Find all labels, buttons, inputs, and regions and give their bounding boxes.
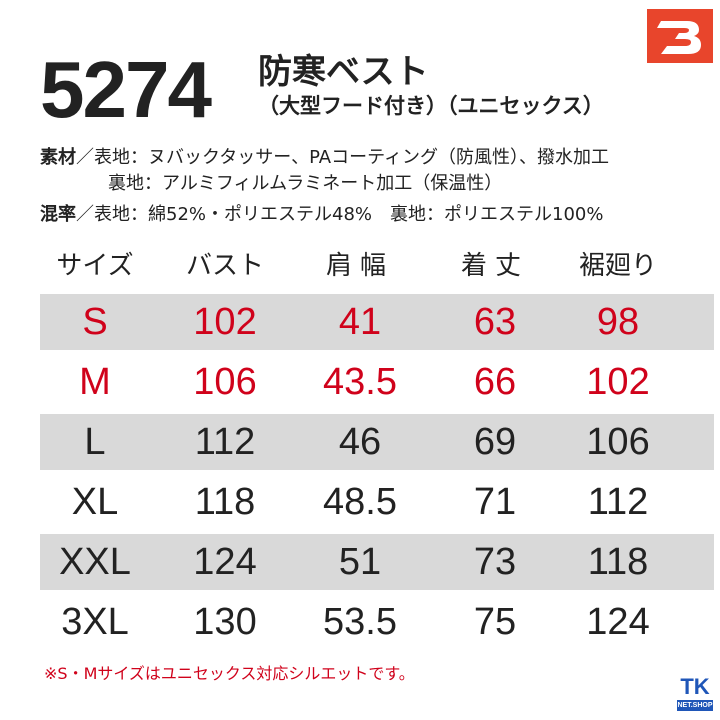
table-row: S 102 41 63 98 (40, 294, 714, 350)
cell-shoulder: 53.5 (323, 601, 397, 643)
cell-shoulder: 41 (338, 301, 382, 343)
blend-text: ／表地：綿52%・ポリエステル48% 裏地：ポリエステル100% (76, 204, 604, 225)
cell-size: M (79, 361, 111, 403)
cell-hem: 98 (596, 301, 640, 343)
product-subtitle: （大型フード付き）（ユニセックス） (258, 94, 604, 118)
blend-line: 混率／表地：綿52%・ポリエステル48% 裏地：ポリエステル100% (40, 203, 603, 227)
cell-length: 75 (473, 601, 517, 643)
material-label: 素材 (40, 147, 76, 168)
header-size: サイズ (56, 251, 134, 281)
cell-shoulder: 46 (338, 421, 382, 463)
shop-logo-icon: TK NET.SHOP (677, 675, 713, 713)
header-bust: バスト (185, 251, 264, 281)
cell-shoulder: 51 (338, 541, 382, 583)
cell-length: 69 (473, 421, 517, 463)
unisex-note: ※S・Mサイズはユニセックス対応シルエットです。 (44, 664, 415, 683)
cell-shoulder: 48.5 (323, 481, 397, 523)
cell-shoulder: 43.5 (323, 361, 397, 403)
cell-length: 73 (473, 541, 517, 583)
blend-label: 混率 (40, 204, 76, 225)
cell-bust: 106 (193, 361, 257, 403)
cell-length: 66 (473, 361, 517, 403)
material-outer: ／表地：ヌバックタッサー、PAコーティング（防風性）、撥水加工 (76, 147, 610, 168)
cell-size: S (82, 301, 108, 343)
cell-size: XL (71, 481, 119, 523)
table-row: XXL 124 51 73 118 (40, 534, 714, 590)
cell-hem: 106 (586, 421, 650, 463)
cell-bust: 130 (193, 601, 257, 643)
material-lining: 裏地：アルミフィルムラミネート加工（保温性） (108, 173, 503, 194)
header-hem: 裾廻り (578, 251, 657, 281)
cell-length: 63 (473, 301, 517, 343)
table-row: M 106 43.5 66 102 (40, 354, 714, 410)
model-number: 5274 (40, 45, 212, 134)
brand-logo-icon (647, 9, 713, 63)
header-shoulder: 肩幅 (325, 251, 394, 281)
shop-logo-text: TK (680, 674, 710, 699)
cell-hem: 118 (587, 541, 649, 583)
cell-size: 3XL (61, 601, 129, 643)
cell-hem: 102 (586, 361, 650, 403)
cell-bust: 124 (193, 541, 257, 583)
cell-bust: 118 (194, 481, 256, 523)
table-row: XL 118 48.5 71 112 (40, 474, 714, 530)
cell-bust: 112 (194, 421, 256, 463)
cell-bust: 102 (193, 301, 257, 343)
cell-size: XXL (59, 541, 131, 583)
table-row: 3XL 130 53.5 75 124 (40, 594, 714, 650)
cell-hem: 124 (586, 601, 650, 643)
header-length: 着丈 (460, 251, 529, 281)
product-title: 防寒ベスト (258, 52, 429, 92)
cell-hem: 112 (587, 481, 649, 523)
cell-length: 71 (473, 481, 517, 523)
cell-size: L (84, 421, 106, 463)
shop-logo-subtext: NET.SHOP (677, 700, 713, 711)
table-row: L 112 46 69 106 (40, 414, 714, 470)
size-table-header: サイズ バスト 肩幅 着丈 裾廻り (0, 244, 720, 288)
material-line: 素材／表地：ヌバックタッサー、PAコーティング（防風性）、撥水加工 (40, 146, 609, 170)
